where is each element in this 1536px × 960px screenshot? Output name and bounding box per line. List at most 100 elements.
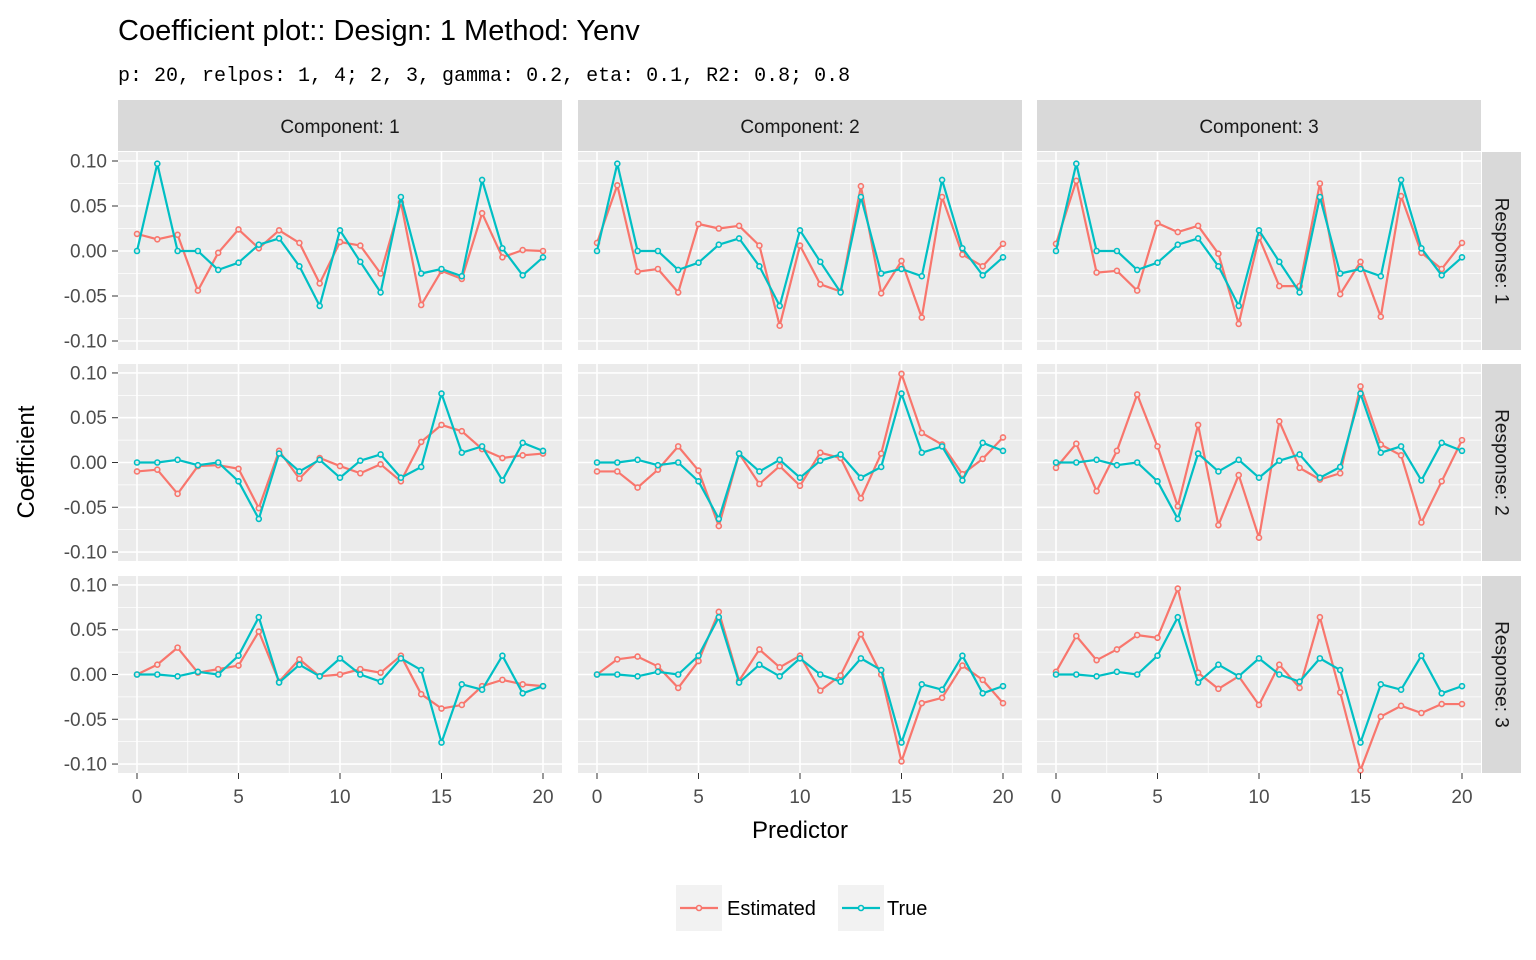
true-point (499, 652, 506, 659)
true-point (613, 160, 621, 167)
true-point (756, 661, 763, 668)
facet-panel (118, 576, 562, 773)
true-point (356, 457, 364, 465)
estimated-point (296, 239, 303, 247)
true-point (1458, 447, 1466, 455)
estimated-point (898, 370, 905, 378)
true-point (154, 160, 161, 167)
estimated-point (918, 314, 926, 321)
estimated-point (613, 468, 621, 475)
facet-panel (578, 364, 1022, 561)
estimated-point (417, 690, 425, 698)
estimated-point (979, 455, 987, 463)
true-point (235, 652, 242, 659)
estimated-point (776, 664, 784, 671)
true-point (519, 690, 527, 697)
facet-panel (118, 364, 562, 561)
estimated-point (1133, 631, 1141, 639)
estimated-point (1357, 767, 1364, 774)
estimated-point (1133, 391, 1141, 398)
true-point (1194, 235, 1202, 242)
y-tick-label: -0.10 (64, 543, 107, 564)
true-point (979, 271, 987, 279)
estimated-point (356, 665, 364, 673)
true-point (796, 227, 804, 234)
estimated-point (1255, 534, 1263, 542)
true-point (255, 613, 263, 621)
estimated-point (499, 454, 506, 462)
estimated-point (519, 681, 527, 688)
true-point (634, 456, 641, 464)
row-strip (1482, 152, 1521, 350)
true-point (837, 678, 844, 685)
x-tick-label: 20 (532, 787, 553, 808)
true-point (539, 447, 547, 455)
estimated-point (1052, 464, 1060, 472)
estimated-point (1336, 469, 1344, 477)
true-point (979, 690, 987, 697)
estimated-point (438, 421, 445, 429)
true-point (735, 450, 743, 457)
true-point (634, 247, 641, 255)
estimated-point (1458, 700, 1466, 708)
facet-panel (1037, 364, 1481, 561)
estimated-point (1357, 383, 1364, 390)
true-point (133, 247, 141, 255)
estimated-point (1316, 613, 1324, 621)
y-tick-label: 0.05 (70, 408, 107, 429)
true-point (959, 652, 966, 659)
true-point (593, 247, 601, 255)
facet-panel (1037, 576, 1481, 774)
true-point (1255, 655, 1263, 662)
estimated-point (613, 655, 621, 663)
estimated-point (478, 209, 486, 217)
true-point (438, 265, 445, 273)
true-point (133, 671, 141, 678)
estimated-point (1418, 519, 1425, 526)
estimated-point (857, 630, 865, 638)
estimated-point (695, 467, 702, 474)
true-point (918, 272, 926, 280)
true-point (1215, 661, 1222, 668)
estimated-point (1215, 685, 1222, 693)
estimated-point (756, 242, 763, 249)
true-point (816, 671, 824, 678)
true-point (816, 457, 824, 465)
true-point (275, 679, 283, 686)
true-point (194, 461, 202, 469)
true-point (1073, 459, 1080, 466)
true-point (1296, 289, 1303, 296)
true-point (316, 672, 324, 680)
true-point (1377, 449, 1385, 456)
true-point (154, 459, 161, 466)
estimated-point (695, 657, 702, 665)
true-point (613, 459, 621, 466)
estimated-point (174, 644, 181, 651)
estimated-point (519, 452, 527, 459)
estimated-point (154, 236, 161, 243)
estimated-point (539, 247, 547, 255)
true-point (336, 474, 344, 482)
true-point (438, 390, 445, 397)
x-tick-label: 5 (693, 787, 704, 808)
estimated-point (898, 257, 905, 265)
true-point (715, 241, 723, 248)
column-strip (118, 100, 562, 151)
true-point (654, 247, 662, 255)
estimated-point (214, 249, 222, 257)
true-point (593, 671, 601, 678)
estimated-point (796, 482, 804, 490)
true-point (214, 459, 222, 466)
estimated-point (1438, 265, 1445, 273)
true-point (1397, 176, 1405, 184)
true-point (174, 672, 181, 680)
estimated-point (499, 676, 506, 684)
estimated-point (999, 699, 1007, 707)
true-point (1073, 671, 1080, 678)
true-point (397, 474, 405, 482)
true-point (255, 241, 263, 248)
estimated-point (1438, 478, 1445, 485)
true-point (1276, 457, 1283, 465)
true-point (898, 739, 905, 746)
row-strip (1482, 364, 1521, 561)
